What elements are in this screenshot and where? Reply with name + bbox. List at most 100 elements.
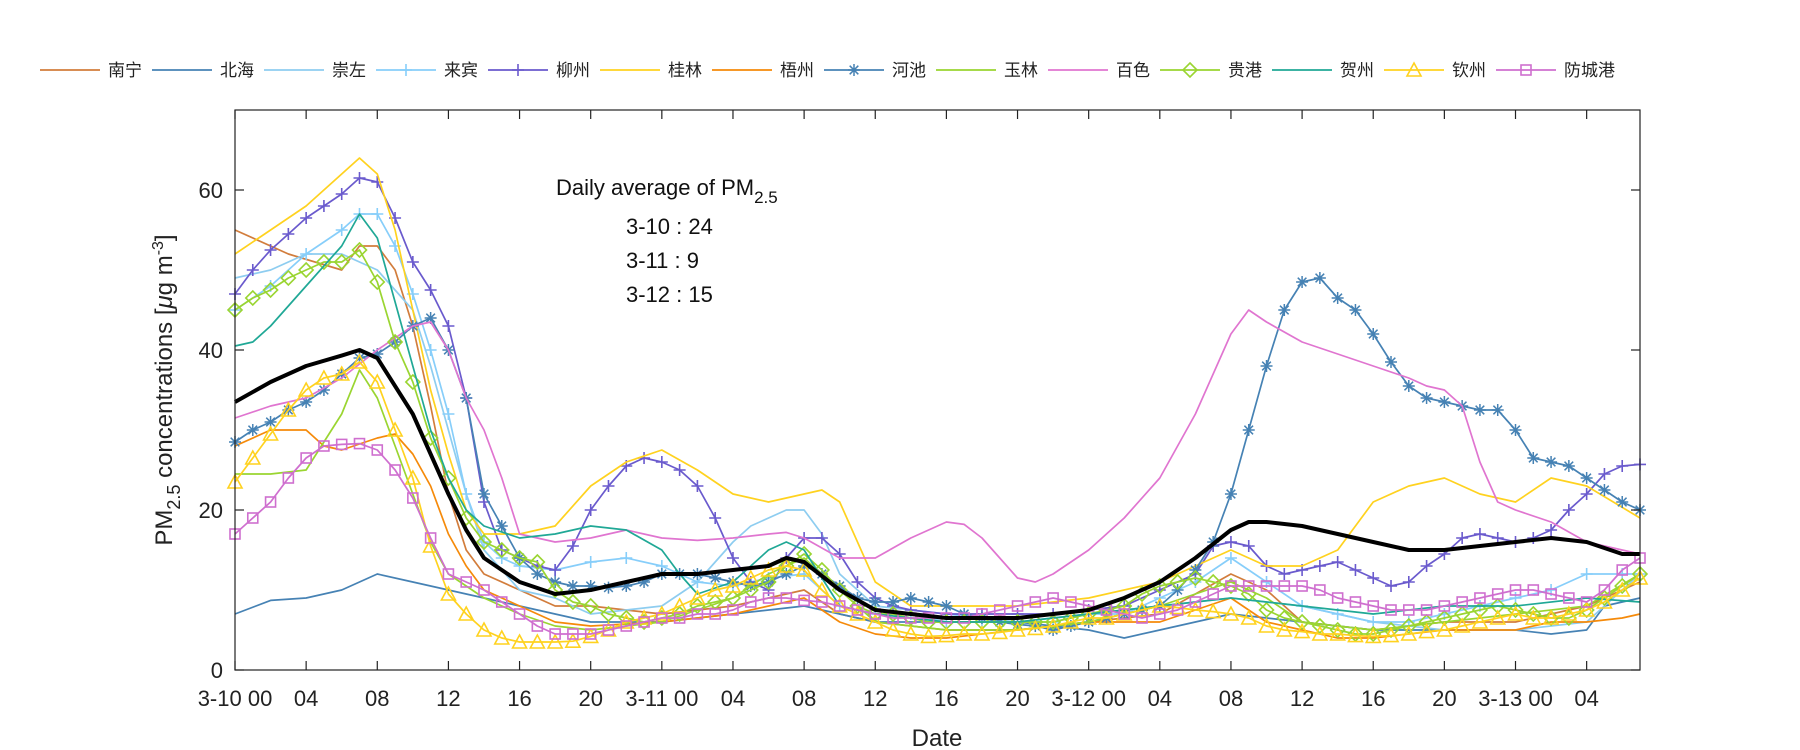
series-7-point-58	[1260, 360, 1273, 372]
y-tick-label-0: 0	[211, 658, 223, 683]
series-12-point-43	[991, 623, 1009, 640]
y-axis-label: PM2.5 concentrations [μg m-3]	[150, 234, 184, 545]
legend-marker-10	[1181, 61, 1199, 79]
series-7-point-20	[584, 580, 597, 592]
series-13-point-71	[1491, 588, 1504, 600]
series-10-point-78	[1614, 577, 1631, 595]
series-10-point-4	[298, 261, 315, 279]
series-10-point-12	[440, 469, 457, 487]
series-12-point-10	[404, 469, 422, 485]
series-7-point-2	[264, 416, 277, 428]
series-13-point-3	[282, 472, 295, 484]
series-12-point-59	[1275, 621, 1293, 637]
series-13-point-19	[567, 628, 579, 640]
series-13-point-43	[993, 604, 1006, 616]
series-7-point-36	[869, 596, 882, 608]
series-10-point-46	[1044, 613, 1062, 631]
series-7-point-62	[1331, 292, 1344, 304]
series-12-point-57	[1240, 609, 1258, 625]
y-tick-label-40: 40	[199, 338, 223, 363]
series-4-point-62	[1473, 528, 1486, 540]
series-12-point-75	[1560, 605, 1578, 621]
series-13-point-1	[246, 512, 259, 524]
series-13-point-51	[1136, 612, 1148, 624]
series-4-point-25	[673, 464, 686, 476]
legend-label-10: 贵港	[1228, 61, 1262, 80]
series-7-point-15	[495, 520, 508, 532]
series-13-point-34	[833, 600, 846, 612]
series-13-point-77	[1598, 584, 1611, 596]
series-12-point-15	[493, 629, 511, 645]
series-12-point-14	[475, 621, 493, 637]
series-4-point-53	[1313, 560, 1326, 572]
series-12-point-44	[1009, 621, 1026, 637]
legend-marker-12	[1405, 61, 1423, 77]
series-7-point-57	[1242, 424, 1255, 436]
legend-label-5: 桂林	[668, 61, 702, 80]
series-13-point-23	[638, 616, 650, 628]
series-12-point-1	[244, 449, 262, 465]
series-4-point-11	[424, 284, 437, 296]
series-7-point-8	[371, 348, 384, 360]
series-7-point-37	[887, 596, 900, 608]
x-tick-label-6: 3-11 00	[625, 686, 698, 711]
series-4-point-51	[1278, 568, 1291, 580]
series-12-point-33	[813, 581, 831, 597]
series-10-point-14	[475, 533, 493, 551]
series-7-point-34	[833, 580, 846, 592]
legend: 南宁 北海 崇左 来宾 柳州 桂林 梧州 河池 玉林 百色 贵港 贺州 钦州 防城港	[40, 61, 1615, 80]
series-7-point-1	[246, 424, 259, 436]
series-7-point-56	[1224, 488, 1237, 500]
legend-entry-6: 梧州	[712, 61, 814, 80]
series-13-point-73	[1527, 584, 1540, 596]
series-10-point-59	[1276, 609, 1293, 627]
series-4-point-61	[1456, 532, 1469, 544]
series-3-point-5	[371, 208, 384, 220]
series-10-point-30	[760, 573, 777, 591]
series-12-point-42	[973, 625, 991, 641]
series-3-point-43	[1580, 568, 1593, 580]
series-12-point-54	[1187, 601, 1204, 617]
series-7-point-45	[1029, 620, 1042, 632]
series-10-point-73	[1525, 605, 1542, 623]
series-12-point-20	[582, 627, 600, 644]
series-10-point-17	[529, 553, 546, 571]
series-10-point-72	[1507, 601, 1524, 619]
series-10-point-2	[262, 281, 279, 299]
series-13-point-56	[1225, 580, 1237, 592]
series-3-point-3	[335, 224, 348, 236]
series-12-point-31	[777, 557, 795, 573]
x-tick-label-1: 04	[294, 686, 318, 711]
plot-lines	[226, 157, 1649, 649]
series-13-point-4	[300, 452, 312, 464]
series-12-point-5	[315, 369, 333, 385]
x-tick-label-11: 20	[1005, 686, 1029, 711]
series-7-group	[229, 272, 1646, 636]
series-7-point-78	[1616, 496, 1629, 508]
legend-label-11: 贺州	[1340, 61, 1374, 80]
series-13-point-50	[1118, 608, 1131, 620]
series-13-point-61	[1314, 584, 1326, 596]
series-12-point-64	[1364, 627, 1382, 644]
series-12-point-53	[1169, 598, 1186, 615]
series-7-point-67	[1420, 392, 1433, 404]
series-10-point-20	[582, 597, 599, 615]
series-12-point-76	[1578, 601, 1595, 617]
series-12-point-32	[795, 561, 813, 577]
series-12-point-37	[884, 621, 902, 637]
series-12-point-41	[955, 625, 973, 641]
series-10-point-54	[1187, 569, 1204, 587]
series-7-point-71	[1491, 404, 1504, 416]
series-13-point-62	[1331, 592, 1344, 604]
series-13-point-53	[1171, 604, 1184, 616]
series-4-point-1	[246, 264, 259, 276]
series-13-point-5	[318, 440, 330, 452]
legend-marker-3	[400, 64, 412, 76]
series-12-point-27	[706, 581, 724, 597]
series-12-point-70	[1471, 613, 1489, 629]
series-10-point-22	[618, 609, 635, 627]
series-12-point-66	[1400, 625, 1418, 641]
series-3-point-8	[424, 344, 437, 356]
series-13-point-17	[531, 620, 544, 632]
series-12-point-12	[440, 585, 457, 601]
